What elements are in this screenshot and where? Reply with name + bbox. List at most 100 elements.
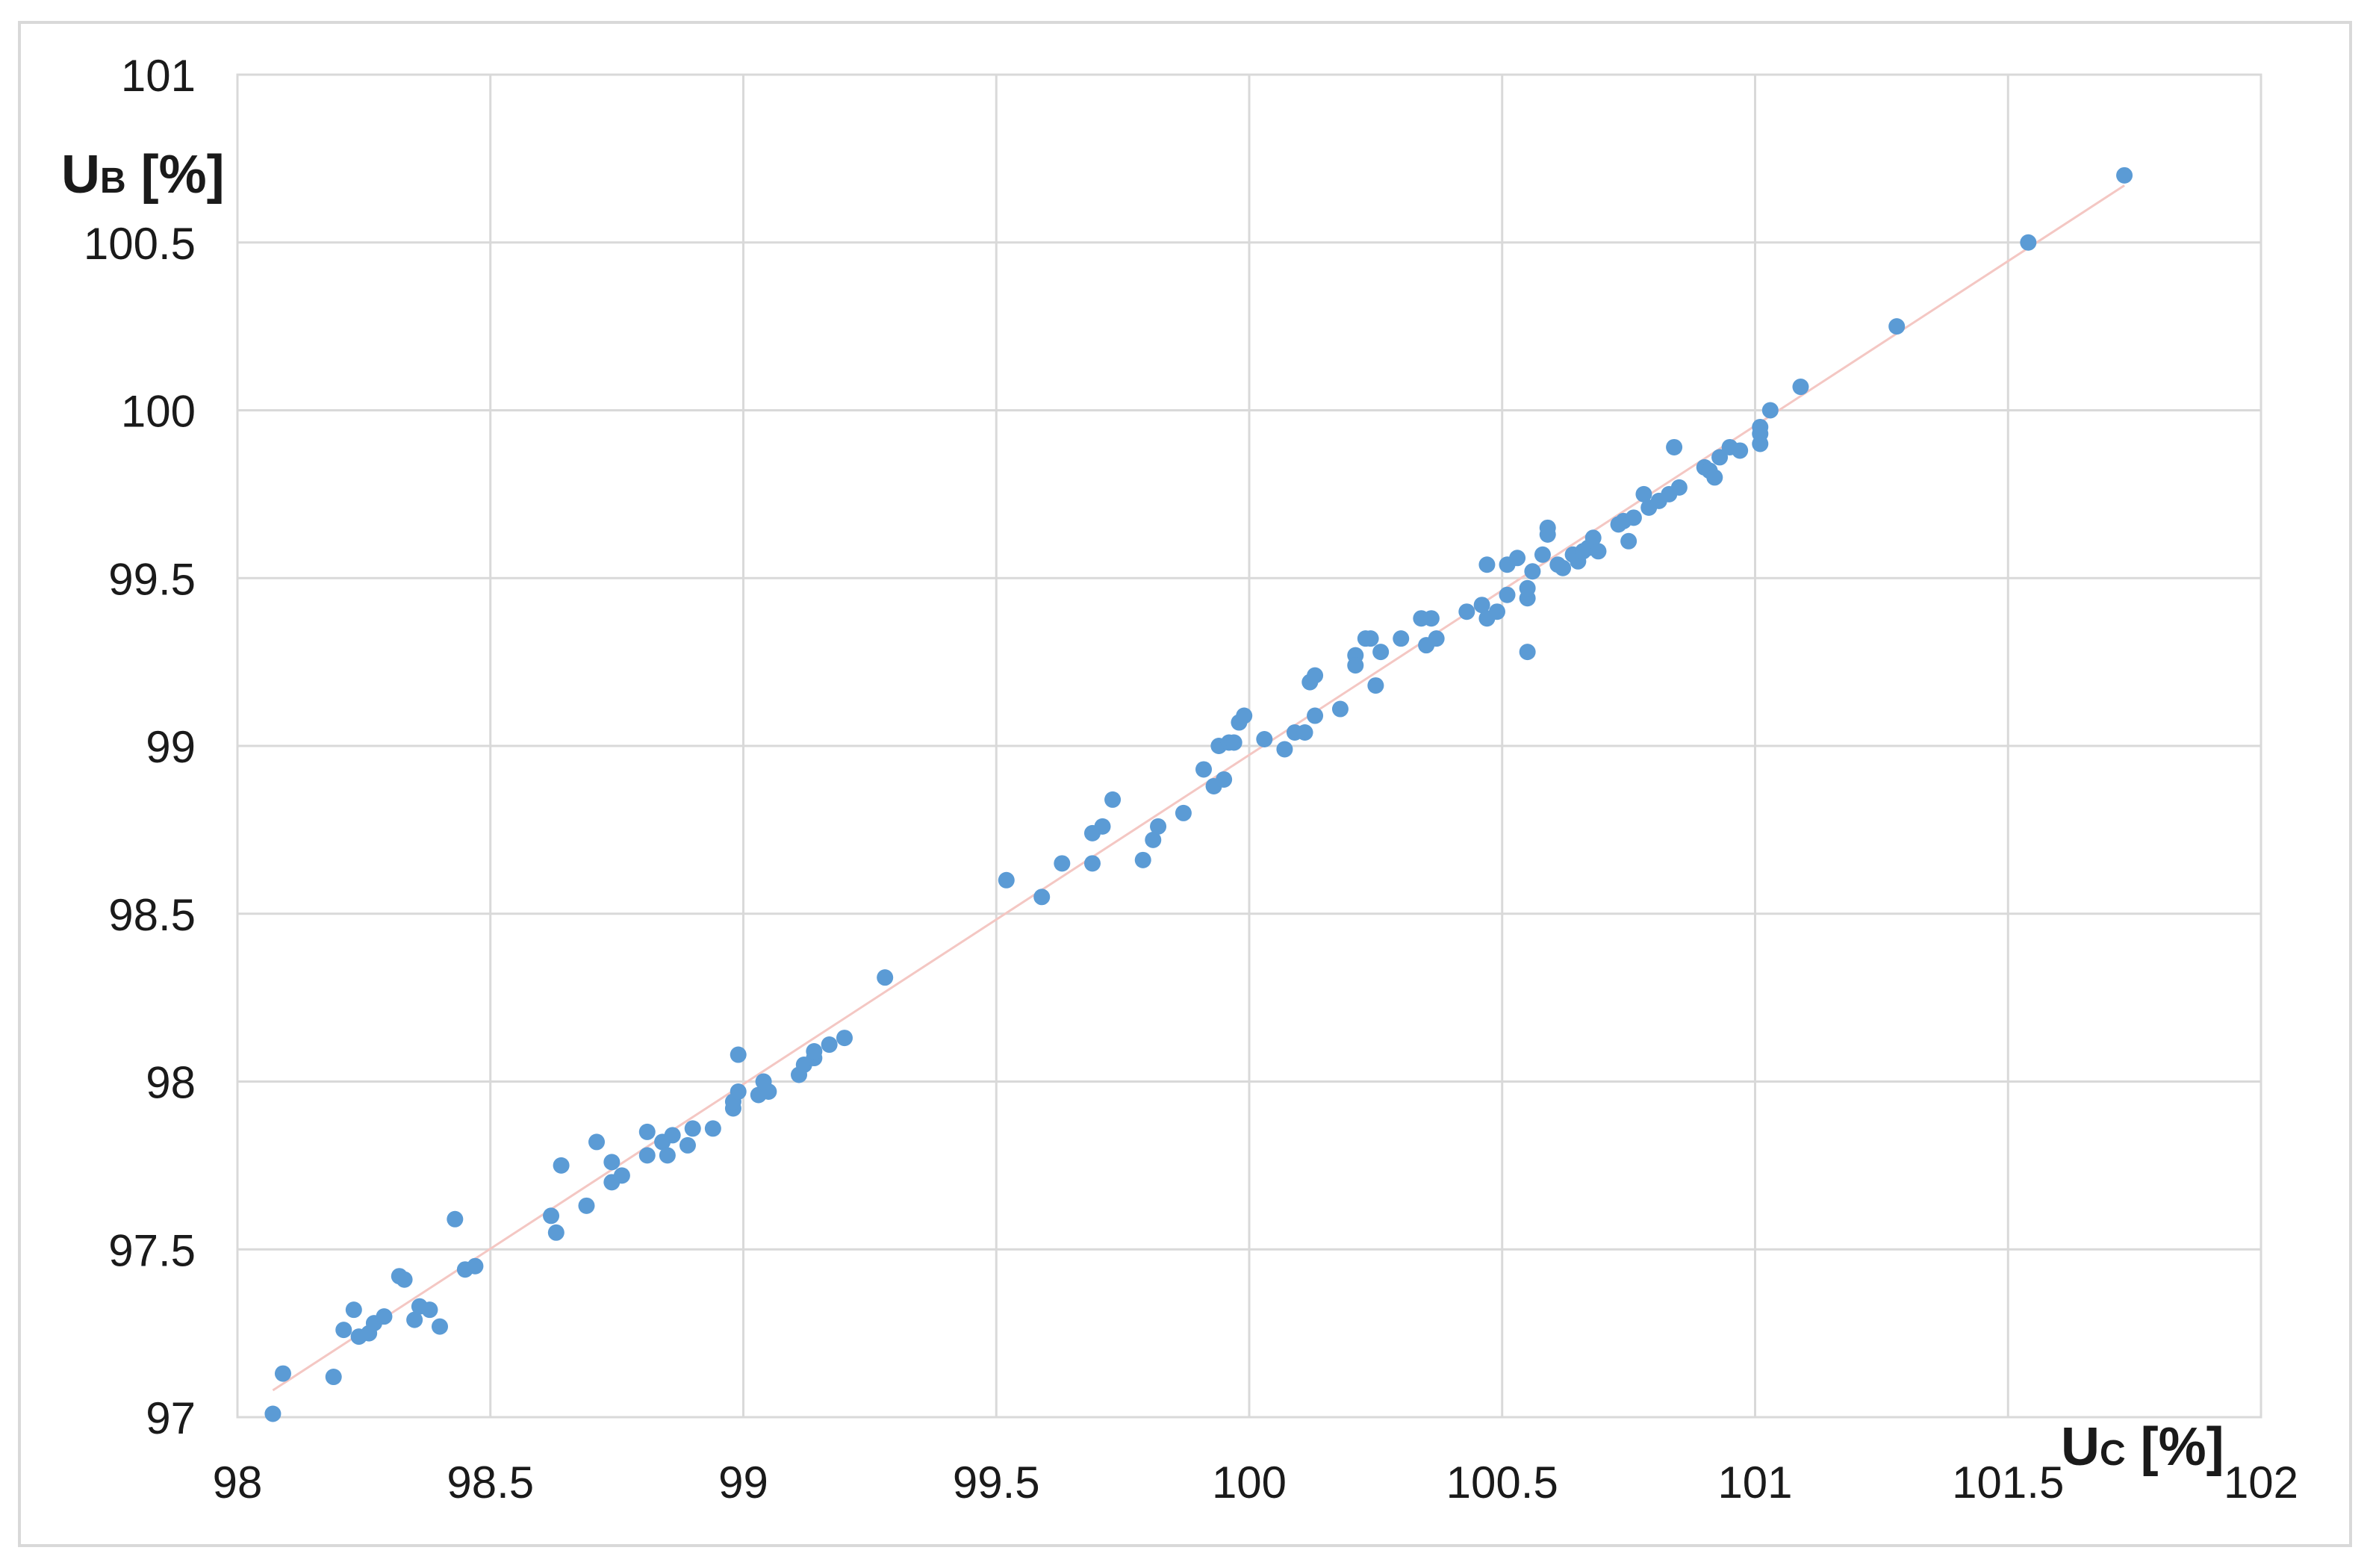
data-point — [1752, 418, 1769, 435]
data-point — [1428, 630, 1445, 647]
data-point — [1393, 630, 1410, 647]
x-tick-label: 99.5 — [953, 1457, 1040, 1508]
y-axis-ticks: 97 97.5 98 98.5 99 99.5 100 100.5 101 — [84, 51, 196, 1443]
data-point — [664, 1127, 681, 1144]
data-point — [1792, 379, 1809, 396]
data-point — [638, 1147, 656, 1164]
data-point — [1362, 630, 1379, 647]
data-point — [2020, 234, 2037, 251]
x-tick-label: 100 — [1212, 1457, 1287, 1508]
data-point — [1524, 563, 1541, 580]
data-point — [730, 1046, 747, 1063]
data-point — [821, 1036, 838, 1054]
x-tick-label: 102 — [2224, 1457, 2298, 1508]
data-point — [1478, 556, 1496, 573]
y-axis-title-main: U — [61, 145, 100, 205]
data-point — [704, 1120, 721, 1137]
data-point — [547, 1224, 564, 1241]
x-axis-title: UC [%] — [2061, 1417, 2224, 1477]
data-point — [1539, 526, 1556, 543]
y-tick-label: 100 — [121, 387, 196, 437]
data-point — [684, 1120, 701, 1137]
data-point — [603, 1154, 621, 1171]
chart-frame: 98 98.5 99 99.5 100 100.5 101 101.5 102 97 97.5 98… — [18, 21, 2352, 1547]
data-point — [1473, 597, 1490, 614]
data-point — [325, 1369, 342, 1386]
y-tick-label: 99 — [146, 722, 196, 772]
x-tick-label: 101.5 — [1952, 1457, 2064, 1508]
y-tick-label: 97.5 — [108, 1225, 196, 1275]
data-point — [659, 1147, 676, 1164]
data-point — [1150, 818, 1167, 835]
data-point — [406, 1311, 423, 1328]
data-point — [1216, 771, 1233, 788]
x-axis-title-sub: C — [2100, 1434, 2126, 1473]
data-point — [335, 1322, 352, 1339]
data-point — [264, 1405, 282, 1422]
x-tick-label: 101 — [1717, 1457, 1792, 1508]
data-point — [1372, 644, 1390, 661]
data-point — [467, 1257, 484, 1275]
data-point — [998, 871, 1015, 889]
data-point — [421, 1301, 438, 1319]
data-point — [1620, 532, 1637, 550]
trendline — [272, 184, 2125, 1392]
data-point — [1307, 667, 1324, 684]
data-point — [1666, 438, 1683, 455]
data-point — [1175, 804, 1192, 821]
x-axis-title-main: U — [2061, 1417, 2100, 1477]
data-point — [274, 1365, 291, 1382]
data-point — [836, 1030, 853, 1047]
x-tick-label: 98.5 — [447, 1457, 534, 1508]
data-point — [730, 1083, 747, 1100]
data-point — [1145, 831, 1162, 848]
data-point — [1555, 559, 1572, 576]
data-point — [543, 1207, 560, 1225]
data-point — [806, 1043, 823, 1060]
x-tick-label: 99 — [718, 1457, 768, 1508]
x-tick-label: 100.5 — [1446, 1457, 1558, 1508]
data-point — [1519, 579, 1536, 597]
data-point — [447, 1210, 464, 1228]
data-point — [1590, 543, 1607, 560]
data-point — [1458, 603, 1475, 620]
data-point — [1276, 741, 1293, 758]
data-point — [1094, 818, 1111, 835]
data-point — [1488, 603, 1505, 620]
scatter-chart: 98 98.5 99 99.5 100 100.5 101 101.5 102 97 97.5 98… — [61, 51, 2298, 1508]
data-point — [1307, 707, 1324, 724]
data-point — [396, 1271, 413, 1288]
x-tick-label: 98 — [213, 1457, 263, 1508]
data-point — [638, 1123, 656, 1140]
y-axis-title-sub: B — [100, 161, 126, 201]
data-point — [1225, 734, 1242, 751]
data-point — [1422, 610, 1440, 627]
data-point — [1256, 731, 1273, 748]
data-point — [1236, 707, 1253, 724]
data-point — [1888, 318, 1906, 335]
data-point — [1331, 700, 1349, 718]
data-point — [1635, 485, 1652, 503]
data-point — [1083, 855, 1101, 872]
data-point — [1296, 724, 1313, 741]
y-axis-title: UB [%] — [61, 145, 225, 205]
plot-area-border — [236, 73, 2262, 1419]
data-point — [679, 1136, 696, 1154]
data-point — [1104, 791, 1122, 808]
x-axis-ticks: 98 98.5 99 99.5 100 100.5 101 101.5 102 — [213, 1457, 2298, 1508]
y-axis-title-unit: [%] — [126, 145, 225, 205]
y-tick-label: 100.5 — [84, 219, 196, 269]
data-point — [1670, 479, 1688, 496]
data-points — [264, 167, 2133, 1422]
data-point — [613, 1167, 630, 1184]
data-point — [376, 1308, 393, 1325]
data-point — [345, 1301, 362, 1319]
data-point — [1711, 449, 1729, 466]
data-point — [760, 1083, 777, 1100]
data-point — [1625, 509, 1642, 526]
data-point — [2116, 167, 2133, 184]
data-point — [1499, 586, 1516, 603]
data-point — [588, 1133, 606, 1151]
data-point — [1347, 657, 1364, 674]
data-point — [578, 1197, 595, 1214]
